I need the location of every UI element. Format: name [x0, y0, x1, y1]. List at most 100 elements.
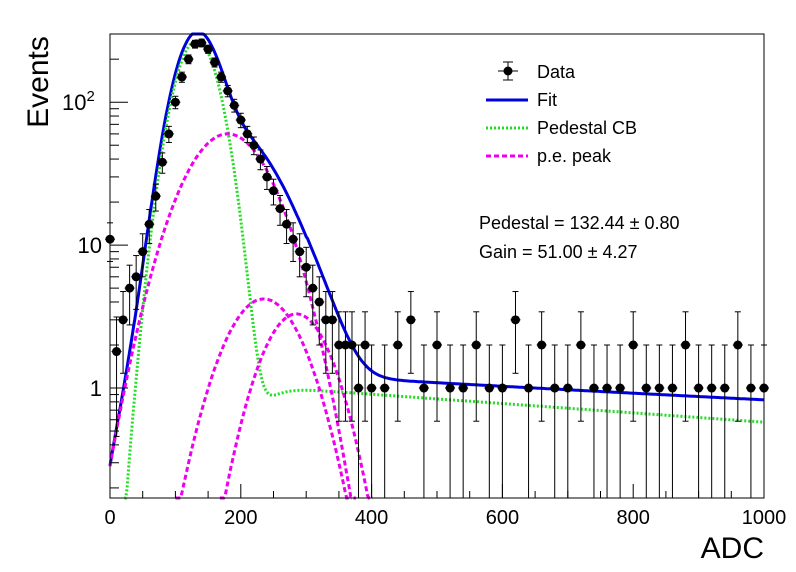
data-point-marker [497, 383, 507, 393]
data-point [445, 344, 456, 498]
data-point-marker [432, 340, 442, 350]
data-point [432, 311, 442, 422]
data-point-marker [354, 383, 364, 393]
data-point [654, 344, 665, 498]
fit-curves [108, 32, 765, 500]
data-point-marker [236, 115, 246, 125]
data-point-marker [203, 44, 213, 54]
data-point [235, 112, 246, 129]
data-point [124, 264, 135, 326]
data-point [275, 194, 286, 226]
gain-result-pm: ± [583, 242, 603, 262]
pedestal-cb-curve [124, 38, 765, 500]
data-point-marker [733, 340, 743, 350]
data-point [333, 311, 344, 422]
data-point [549, 344, 560, 498]
x-tick-label: 1000 [742, 507, 787, 529]
data-point [170, 95, 181, 110]
data-point [118, 291, 129, 374]
data-point [588, 344, 599, 498]
pe-peak-curve-2 [175, 297, 352, 500]
data-point-marker [151, 191, 161, 201]
x-tick-label: 600 [486, 507, 519, 529]
data-point [732, 311, 743, 422]
data-point [667, 344, 678, 498]
data-point-marker [458, 383, 468, 393]
legend-label-fit: Fit [537, 90, 557, 110]
data-point [353, 344, 364, 498]
data-point [719, 344, 730, 498]
data-point [693, 344, 704, 498]
data-point-marker [484, 383, 494, 393]
data-point-marker [406, 315, 416, 325]
data-point-marker [275, 204, 285, 214]
data-point-marker [471, 340, 481, 350]
data-point [405, 291, 416, 374]
data-point [183, 54, 194, 65]
pedestal-result: Pedestal = 132.44 ± 0.80 [479, 213, 680, 233]
data-point-marker [537, 340, 547, 350]
data-point-marker [602, 383, 612, 393]
data-point [150, 183, 161, 212]
pedestal-result-value: 132.44 [570, 213, 625, 233]
data-point-marker [210, 57, 220, 67]
data-point-marker [347, 340, 357, 350]
pedestal-result-error: 0.80 [645, 213, 680, 233]
plot-frame [109, 33, 765, 499]
data-point [242, 125, 253, 143]
y-tick-label: 1 [90, 376, 102, 401]
data-point [255, 149, 266, 171]
gain-result-error: 4.27 [602, 242, 637, 262]
data-point-marker [563, 383, 573, 393]
pe-peak-curve-3 [219, 312, 373, 500]
data-point-marker [242, 129, 252, 139]
data-point-marker [340, 340, 350, 350]
data-point-marker [327, 315, 337, 325]
data-point-marker [249, 140, 259, 150]
data-point-marker [550, 383, 560, 393]
y-tick-label: 102 [62, 88, 95, 115]
data-point-marker [720, 383, 730, 393]
legend-entry-data: Data [498, 61, 576, 82]
data-point [602, 344, 613, 498]
data-point [745, 344, 756, 498]
data-point-marker [223, 86, 233, 96]
data-point-marker [170, 97, 180, 107]
data-point [327, 291, 338, 374]
data-point [281, 209, 292, 245]
x-tick-label: 800 [617, 507, 650, 529]
data-point [392, 311, 403, 422]
data-point-marker [576, 340, 586, 350]
data-point [562, 344, 573, 498]
pedestal-result-label: Pedestal = [479, 213, 570, 233]
data-point-marker [197, 38, 207, 48]
data-point [523, 344, 534, 498]
data-point-marker [628, 340, 638, 350]
data-point [203, 44, 214, 54]
data-point [209, 57, 220, 68]
data-point-marker [321, 315, 331, 325]
data-point [163, 125, 174, 143]
data-point [615, 344, 626, 498]
data-point [229, 98, 240, 113]
data-point [497, 344, 508, 498]
data-point-marker [746, 383, 756, 393]
data-point [418, 344, 429, 498]
legend-entry-pe-peak: p.e. peak [486, 146, 612, 166]
data-point-marker [589, 383, 599, 393]
gain-result-value: 51.00 [538, 242, 583, 262]
data-point-marker [694, 383, 704, 393]
data-point [268, 178, 279, 206]
data-point-marker [118, 315, 128, 325]
data-point [307, 264, 318, 326]
data-point-marker [419, 383, 429, 393]
data-point-marker [229, 100, 239, 110]
x-tick-label: 400 [355, 507, 388, 529]
data-point-marker [131, 272, 141, 282]
data-point [157, 152, 168, 174]
data-point [137, 233, 148, 278]
data-point-marker [380, 383, 390, 393]
data-point-marker [144, 219, 154, 229]
legend-label-pe-peak: p.e. peak [537, 146, 612, 166]
data-point [131, 255, 142, 310]
